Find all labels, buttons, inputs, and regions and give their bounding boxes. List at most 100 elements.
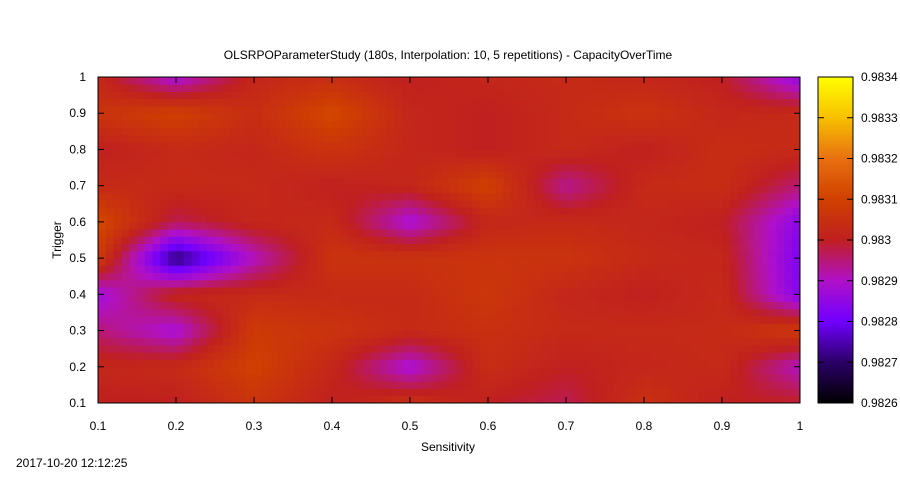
heatmap-cell: [293, 279, 302, 288]
heatmap-cell: [534, 192, 543, 201]
heatmap-cell: [698, 120, 707, 129]
heatmap-cell: [792, 98, 801, 107]
heatmap-cell: [246, 127, 255, 136]
heatmap-cell: [222, 134, 231, 143]
heatmap-cell: [441, 105, 450, 114]
heatmap-cell: [784, 250, 793, 259]
heatmap-cell: [480, 359, 489, 368]
heatmap-cell: [675, 84, 684, 92]
heatmap-cell: [511, 381, 520, 389]
heatmap-cell: [332, 221, 341, 230]
heatmap-cell: [690, 84, 699, 92]
heatmap-cell: [495, 337, 504, 346]
heatmap-cell: [113, 272, 122, 281]
heatmap-cell: [690, 308, 699, 317]
heatmap-cell: [503, 374, 512, 382]
heatmap-cell: [378, 163, 387, 172]
heatmap-cell: [285, 337, 294, 346]
heatmap-cell: [386, 308, 395, 317]
heatmap-cell: [768, 388, 777, 397]
heatmap-cell: [386, 214, 395, 223]
heatmap-cell: [121, 178, 130, 187]
heatmap-cell: [363, 185, 372, 194]
heatmap-cell: [605, 127, 614, 136]
heatmap-cell: [308, 359, 317, 368]
heatmap-cell: [277, 236, 286, 245]
heatmap-cell: [230, 352, 239, 360]
heatmap-cell: [550, 359, 559, 368]
heatmap-cell: [511, 229, 520, 237]
heatmap-cell: [651, 316, 660, 324]
heatmap-cell: [480, 113, 489, 121]
heatmap-cell: [98, 134, 107, 143]
heatmap-cell: [503, 200, 512, 208]
heatmap-cell: [121, 134, 130, 143]
heatmap-cell: [550, 287, 559, 295]
heatmap-cell: [472, 134, 481, 143]
heatmap-cell: [542, 308, 551, 317]
heatmap-cell: [191, 192, 200, 201]
heatmap-cell: [784, 178, 793, 187]
heatmap-cell: [129, 279, 138, 288]
heatmap-cell: [433, 308, 442, 317]
heatmap-cell: [285, 120, 294, 129]
heatmap-cell: [597, 84, 606, 92]
heatmap-cell: [378, 84, 387, 92]
heatmap-cell: [152, 352, 161, 360]
heatmap-cell: [534, 308, 543, 317]
heatmap-cell: [527, 330, 536, 339]
heatmap-cell: [339, 388, 348, 397]
heatmap-cell: [339, 337, 348, 346]
heatmap-cell: [425, 352, 434, 360]
heatmap-cell: [363, 142, 372, 150]
heatmap-cell: [402, 352, 411, 360]
heatmap-cell: [761, 366, 770, 375]
heatmap-cell: [597, 207, 606, 216]
y-tick-label: 1: [79, 70, 86, 84]
heatmap-cell: [683, 236, 692, 245]
heatmap-cell: [355, 163, 364, 172]
heatmap-cell: [300, 163, 309, 172]
heatmap-cell: [254, 207, 263, 216]
heatmap-cell: [737, 272, 746, 281]
heatmap-cell: [612, 207, 621, 216]
heatmap-cell: [137, 279, 146, 288]
heatmap-cell: [324, 127, 333, 136]
heatmap-cell: [347, 258, 356, 266]
heatmap-cell: [277, 279, 286, 288]
heatmap-cell: [176, 98, 185, 107]
heatmap-cell: [566, 98, 575, 107]
heatmap-cell: [792, 171, 801, 179]
heatmap-cell: [417, 381, 426, 389]
heatmap-cell: [324, 171, 333, 179]
heatmap-cell: [776, 395, 785, 404]
heatmap-cell: [456, 323, 465, 331]
x-tick-label: 0.8: [636, 419, 653, 433]
heatmap-cell: [581, 178, 590, 187]
heatmap-cell: [620, 229, 629, 237]
heatmap-cell: [651, 142, 660, 150]
heatmap-cell: [550, 178, 559, 187]
heatmap-cell: [714, 134, 723, 143]
heatmap-cell: [207, 221, 216, 230]
heatmap-cell: [293, 156, 302, 165]
heatmap-cell: [129, 301, 138, 310]
heatmap-cell: [511, 178, 520, 187]
heatmap-cell: [659, 352, 668, 360]
heatmap-cell: [683, 156, 692, 165]
heatmap-cell: [597, 323, 606, 331]
heatmap-cell: [768, 279, 777, 288]
heatmap-cell: [269, 272, 278, 281]
heatmap-cell: [729, 142, 738, 150]
heatmap-cell: [581, 381, 590, 389]
heatmap-cell: [176, 142, 185, 150]
heatmap-cell: [347, 294, 356, 302]
heatmap-cell: [581, 395, 590, 404]
heatmap-cell: [519, 308, 528, 317]
heatmap-cell: [207, 323, 216, 331]
heatmap-cell: [659, 316, 668, 324]
heatmap-cell: [269, 98, 278, 107]
heatmap-cell: [207, 265, 216, 273]
heatmap-cell: [285, 294, 294, 302]
heatmap-cell: [215, 287, 224, 295]
